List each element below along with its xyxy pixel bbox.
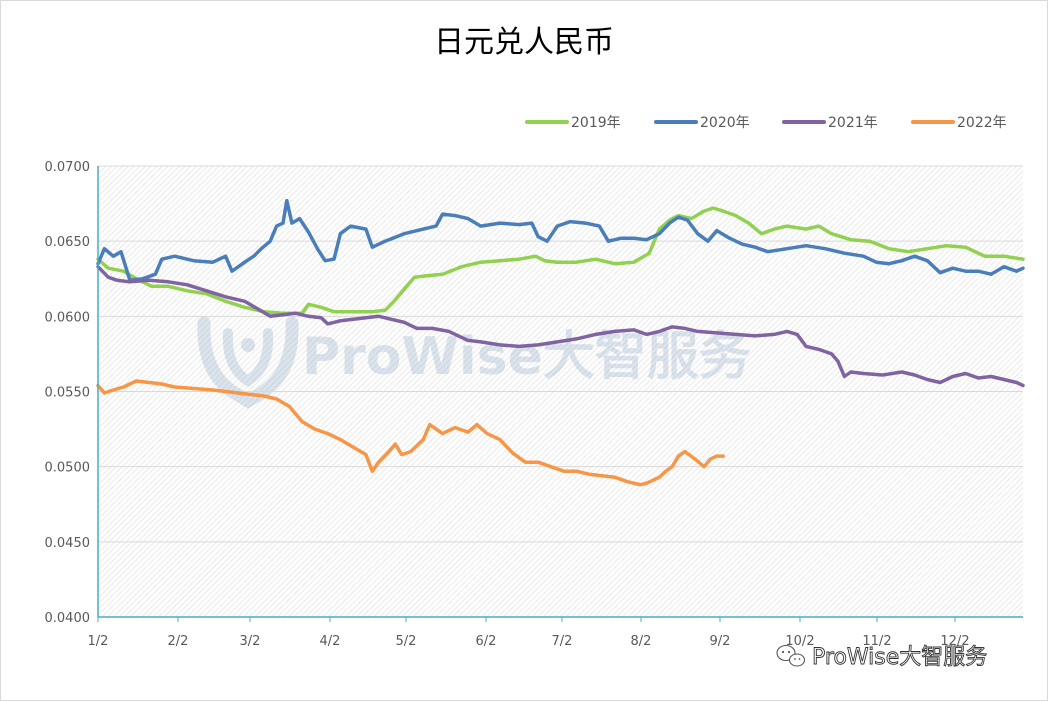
series-line-2021年 — [96, 264, 1025, 388]
watermark-text: ProWise大智服务 — [302, 327, 751, 387]
axes: 0.0700 0.0650 0.0600 0.0550 0.0500 0.0450 0.04… — [45, 160, 1023, 649]
x-tick-label: 3/2 — [240, 634, 261, 649]
footer-credit: ProWise大智服务 — [776, 644, 988, 670]
wechat-icon — [776, 644, 806, 667]
y-tick-label: 0.0700 — [45, 160, 91, 175]
gridlines — [98, 165, 1023, 543]
x-tick-label: 2/2 — [168, 634, 189, 649]
y-tick-label: 0.0400 — [45, 611, 91, 626]
y-tick-label: 0.0650 — [45, 235, 91, 250]
y-tick-label: 0.0550 — [45, 386, 91, 401]
x-tick-label: 11/2 — [862, 634, 891, 649]
x-tick-label: 5/2 — [396, 634, 417, 649]
x-tick-label: 10/2 — [785, 634, 814, 649]
series-line-2020年 — [96, 198, 1025, 283]
watermark: ProWise大智服务 — [197, 316, 751, 409]
footer-credit-text: ProWise大智服务 — [812, 645, 987, 670]
x-tick-label: 1/2 — [88, 634, 109, 649]
y-tick-label: 0.0500 — [45, 461, 91, 476]
y-tick-label: 0.0450 — [45, 536, 91, 551]
chart-title: 日元兑人民币 — [434, 25, 614, 60]
x-tick-label: 4/2 — [320, 634, 341, 649]
x-tick-label: 7/2 — [552, 634, 573, 649]
legend-label: 2020年 — [700, 115, 750, 131]
series-lines — [96, 198, 1025, 487]
x-tick-label: 9/2 — [710, 634, 731, 649]
y-tick-label: 0.0600 — [45, 310, 91, 325]
prowise-logo-icon — [197, 316, 299, 409]
legend-label: 2021年 — [828, 115, 878, 131]
x-tick-label: 12/2 — [940, 634, 969, 649]
x-tick-label: 8/2 — [631, 634, 652, 649]
legend-label: 2022年 — [957, 115, 1007, 131]
series-line-2022年 — [96, 379, 725, 487]
x-tick-label: 6/2 — [476, 634, 497, 649]
legend: 2019年 2020年 2021年 2022年 — [525, 115, 1007, 131]
legend-label: 2019年 — [571, 115, 621, 131]
